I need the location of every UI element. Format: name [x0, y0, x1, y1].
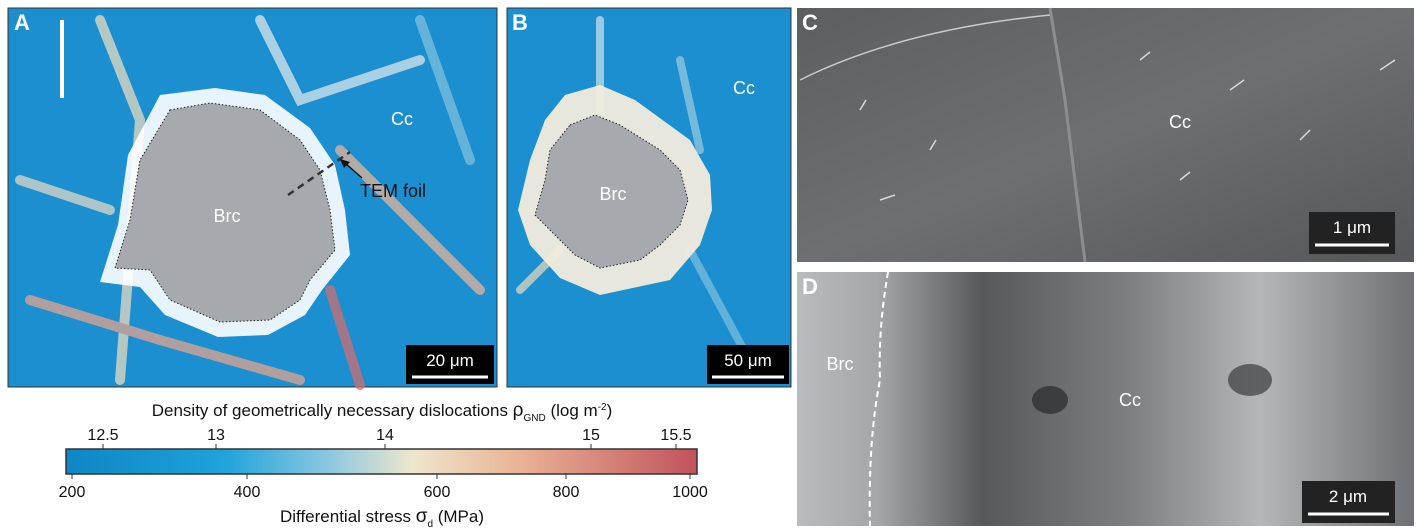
top-tick-label: 15 — [582, 427, 600, 444]
colorbar-scale — [65, 448, 698, 475]
colorbar-label: Differential stress σd (MPa) — [280, 506, 484, 529]
top-tick-label: 13 — [207, 427, 225, 444]
panel-label: C — [802, 10, 818, 35]
bottom-tick-label: 200 — [59, 484, 86, 501]
colorbar: Density of geometrically necessary dislo… — [59, 400, 708, 529]
panel-d: D Brc Cc 2 μm — [797, 271, 1414, 527]
phase-label: Brc — [600, 184, 627, 204]
phase-label: Brc — [827, 354, 854, 374]
phase-label: Cc — [1119, 390, 1141, 410]
panel-c: C Cc 1 μm — [797, 7, 1414, 263]
panel-a: A Brc Cc TEM foil 20 μm — [7, 7, 498, 390]
panel-label: D — [802, 274, 818, 299]
scale-bar-label: 20 μm — [426, 351, 474, 370]
phase-label: Cc — [391, 109, 413, 129]
grain — [534, 114, 689, 269]
top-tick-label: 14 — [376, 427, 394, 444]
phase-label: Brc — [214, 206, 241, 226]
top-tick-label: 12.5 — [87, 427, 118, 444]
grain — [114, 102, 336, 323]
bottom-tick-label: 400 — [234, 484, 261, 501]
bottom-tick-label: 1000 — [672, 484, 708, 501]
panel-b: B Brc Cc 50 μm — [506, 7, 792, 388]
scale-bar-label: 1 μm — [1333, 218, 1371, 237]
bottom-tick-label: 800 — [553, 484, 580, 501]
colorbar-title: Density of geometrically necessary dislo… — [152, 400, 613, 424]
stress-streaks — [15, 15, 485, 390]
panel-label: A — [14, 10, 30, 35]
panel-label: B — [512, 10, 528, 35]
top-tick-label: 15.5 — [660, 427, 691, 444]
annotation: TEM foil — [360, 181, 426, 201]
phase-label: Cc — [1169, 112, 1191, 132]
scale-bar-label: 2 μm — [1329, 487, 1367, 506]
phase-label: Cc — [733, 78, 755, 98]
scale-bar-label: 50 μm — [724, 351, 772, 370]
bottom-tick-label: 600 — [424, 484, 451, 501]
